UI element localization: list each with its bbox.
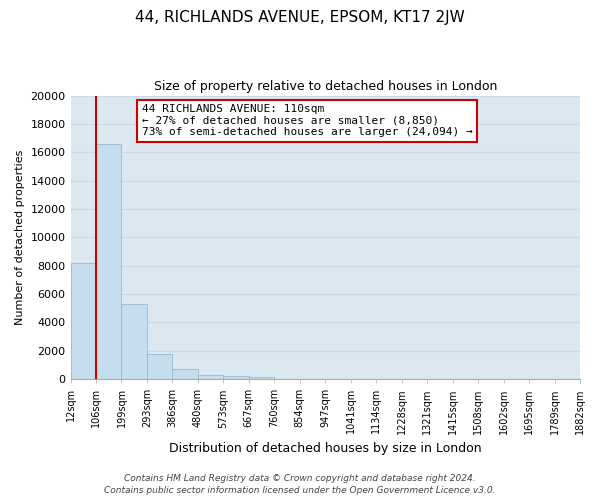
Bar [147, 354, 172, 379]
Text: Contains HM Land Registry data © Crown copyright and database right 2024.
Contai: Contains HM Land Registry data © Crown c… [104, 474, 496, 495]
Bar [96, 144, 121, 379]
Y-axis label: Number of detached properties: Number of detached properties [15, 150, 25, 325]
Bar [249, 377, 274, 379]
X-axis label: Distribution of detached houses by size in London: Distribution of detached houses by size … [169, 442, 482, 455]
Title: Size of property relative to detached houses in London: Size of property relative to detached ho… [154, 80, 497, 93]
Text: 44 RICHLANDS AVENUE: 110sqm
← 27% of detached houses are smaller (8,850)
73% of : 44 RICHLANDS AVENUE: 110sqm ← 27% of det… [142, 104, 473, 138]
Bar [121, 304, 147, 379]
Bar [172, 368, 198, 379]
Text: 44, RICHLANDS AVENUE, EPSOM, KT17 2JW: 44, RICHLANDS AVENUE, EPSOM, KT17 2JW [135, 10, 465, 25]
Bar [198, 375, 223, 379]
Bar [71, 263, 96, 379]
Bar [223, 376, 249, 379]
